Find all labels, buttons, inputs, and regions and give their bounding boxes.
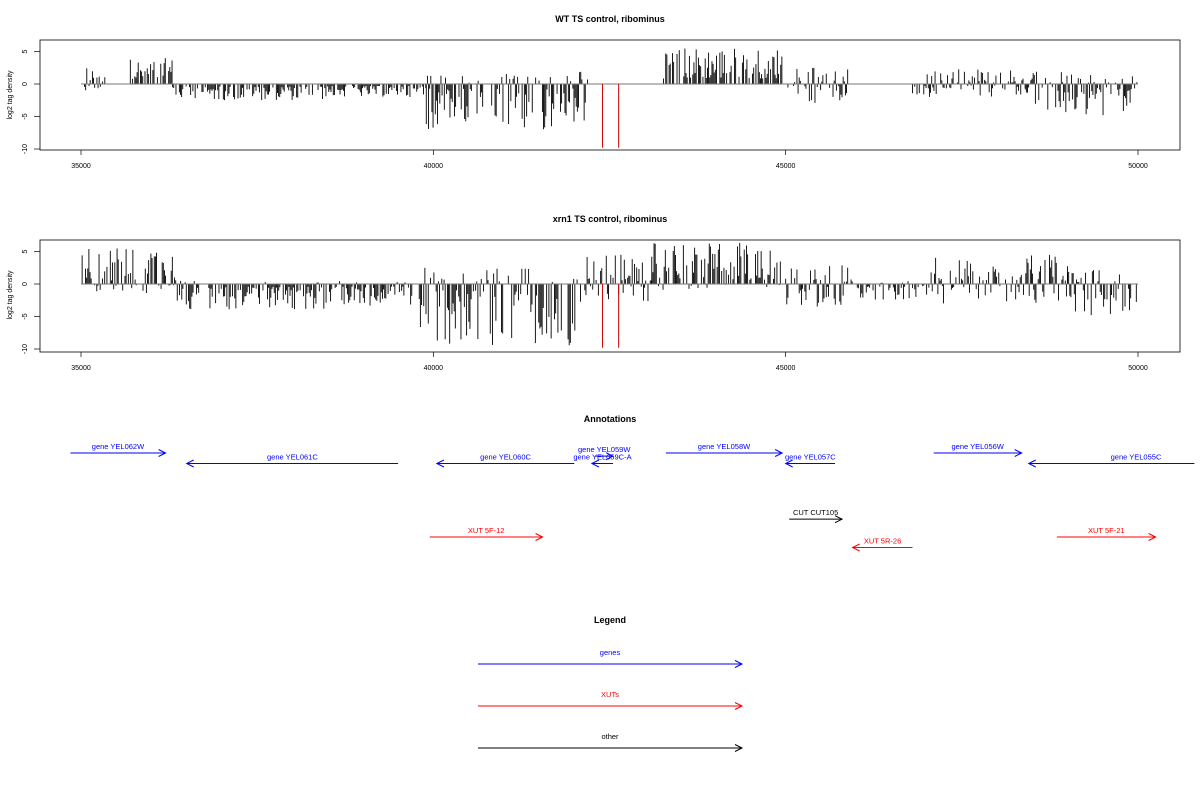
- annotation-arrowhead: [774, 449, 784, 457]
- annotation-arrowhead: [1014, 449, 1023, 457]
- annotation-arrowhead: [1027, 459, 1037, 468]
- legend-label: other: [601, 732, 619, 741]
- annotation-item: gene YEL058W: [665, 442, 784, 457]
- panel-2-y-axis: -10 -5 0 5: [22, 249, 40, 354]
- annotation-item: gene YEL059W: [578, 445, 631, 461]
- panel-1-y-axis: -10 -5 0 5: [22, 49, 40, 154]
- annotation-arrowhead: [435, 459, 445, 468]
- x-tick-label: 35000: [71, 365, 91, 372]
- annotation-arrowhead: [535, 533, 544, 541]
- x-tick-label: 45000: [776, 163, 796, 170]
- annotation-label: gene YEL056W: [951, 442, 1004, 451]
- panel-2-y-label: log2 tag density: [7, 270, 14, 320]
- legend-arrowhead: [734, 744, 744, 752]
- annotation-item: gene YEL060C: [435, 453, 575, 468]
- legend-item: genes: [478, 648, 744, 668]
- x-tick-label: 40000: [424, 365, 444, 372]
- panel-1-title: WT TS control, ribominus: [555, 14, 665, 24]
- annotation-arrowhead: [1148, 533, 1157, 541]
- x-tick-label: 40000: [424, 163, 444, 170]
- x-tick-label: 35000: [71, 163, 91, 170]
- y-tick-label: 0: [22, 82, 29, 86]
- legend-arrowhead: [734, 702, 744, 710]
- y-tick-label: 5: [22, 49, 29, 53]
- annotation-item: CUT CUT105: [789, 508, 844, 524]
- y-tick-label: 0: [22, 282, 29, 286]
- annotation-item: XUT 5F-12: [429, 526, 544, 541]
- legend-arrowhead: [734, 660, 744, 668]
- annotation-arrowhead: [784, 459, 793, 468]
- x-tick-label: 50000: [1128, 365, 1148, 372]
- annotation-label: CUT CUT105: [793, 508, 838, 517]
- y-tick-label: -5: [22, 113, 29, 119]
- annotation-item: XUT 5R-26: [851, 537, 913, 552]
- panel-2-bars: [81, 242, 1138, 348]
- annotations-title: Annotations: [584, 414, 637, 424]
- panel-1-bars: [81, 48, 1138, 148]
- annotation-label: gene YEL057C: [785, 453, 836, 462]
- legend-label: genes: [600, 648, 621, 657]
- annotation-label: XUT 5F-21: [1088, 526, 1125, 535]
- x-tick-label: 50000: [1128, 163, 1148, 170]
- legend-items: genes XUTs other: [478, 648, 744, 752]
- annotation-label: gene YEL055C: [1111, 453, 1162, 462]
- annotation-arrowhead: [185, 459, 194, 468]
- y-tick-label: -5: [22, 313, 29, 319]
- annotation-item: gene YEL061C: [185, 453, 399, 468]
- panel-xrn1: xrn1 TS control, ribominus -10 -5 0 5 35000…: [7, 214, 1181, 372]
- legend-label: XUTs: [601, 690, 619, 699]
- legend-section: Legend genes XUTs other: [478, 615, 744, 752]
- annotation-item: gene YEL062W: [70, 442, 167, 457]
- annotation-label: gene YEL061C: [267, 453, 318, 462]
- annotation-arrowhead: [851, 543, 860, 552]
- panel-wt: WT TS control, ribominus -10 -5 0 5 35000 40…: [7, 14, 1181, 170]
- legend-item: other: [478, 732, 744, 752]
- y-tick-label: 5: [22, 249, 29, 253]
- legend-item: XUTs: [478, 690, 744, 710]
- annotation-label: gene YEL060C: [480, 453, 531, 462]
- annotation-item: XUT 5F-21: [1056, 526, 1157, 541]
- panel-1-y-label: log2 tag density: [7, 70, 14, 120]
- annotation-label: XUT 5R-26: [864, 537, 901, 546]
- annotation-item: gene YEL057C: [784, 453, 836, 468]
- annotation-item: gene YEL056W: [933, 442, 1023, 457]
- annotation-arrows: gene YEL062W gene YEL061C gene YEL060C gene…: [70, 442, 1195, 552]
- y-tick-label: -10: [22, 144, 29, 154]
- y-tick-label: -10: [22, 344, 29, 354]
- x-tick-label: 45000: [776, 365, 796, 372]
- panel-1-x-axis: 35000 40000 45000 50000: [71, 150, 1148, 170]
- annotation-arrowhead: [834, 515, 844, 524]
- legend-title: Legend: [594, 615, 626, 625]
- annotation-item: gene YEL059C-A: [573, 453, 632, 468]
- panel-2-x-axis: 35000 40000 45000 50000: [71, 352, 1148, 372]
- annotation-label: gene YEL058W: [698, 442, 751, 451]
- annotation-arrowhead: [605, 452, 615, 461]
- annotation-label: gene YEL059C-A: [573, 453, 631, 462]
- annotation-arrowhead: [590, 459, 600, 468]
- annotation-label: gene YEL059W: [578, 445, 631, 454]
- annotation-label: XUT 5F-12: [468, 526, 505, 535]
- annotation-label: gene YEL062W: [92, 442, 145, 451]
- panel-2-frame: [39, 239, 1181, 353]
- annotation-item: gene YEL055C: [1027, 453, 1195, 468]
- panel-2-title: xrn1 TS control, ribominus: [553, 214, 668, 224]
- annotation-arrowhead: [158, 449, 167, 457]
- panel-1-frame: [39, 39, 1181, 151]
